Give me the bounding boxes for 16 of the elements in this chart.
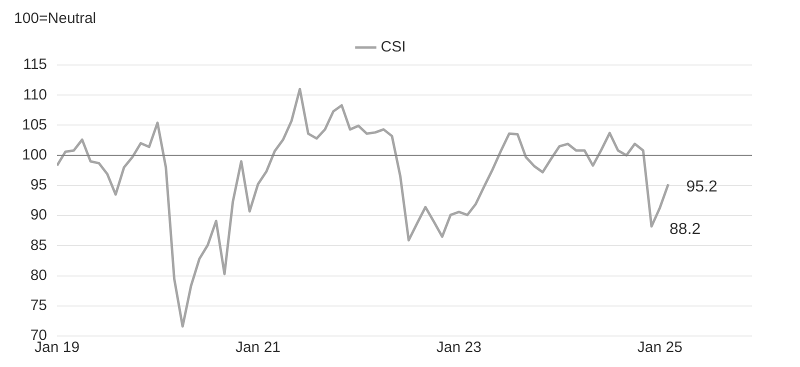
y-tick-label: 110: [23, 86, 48, 104]
annotation: 95.2: [686, 178, 718, 196]
y-tick-label: 105: [22, 116, 48, 134]
legend-label: CSI: [380, 38, 406, 56]
y-tick-label: 75: [30, 297, 48, 314]
y-tick-label: 100: [22, 146, 48, 164]
y-tick-label: 80: [30, 266, 48, 284]
x-tick-label: Jan 21: [235, 339, 281, 356]
y-tick-label: 90: [30, 206, 48, 224]
annotation: 88.2: [670, 220, 701, 238]
y-tick-label: 85: [30, 236, 48, 254]
y-tick-label: 95: [30, 176, 48, 194]
x-tick-label: Jan 23: [436, 339, 482, 356]
y-axis-title: 100=Neutral: [14, 9, 98, 29]
x-tick-label: Jan 25: [637, 339, 682, 356]
y-tick-label: 115: [23, 56, 48, 74]
